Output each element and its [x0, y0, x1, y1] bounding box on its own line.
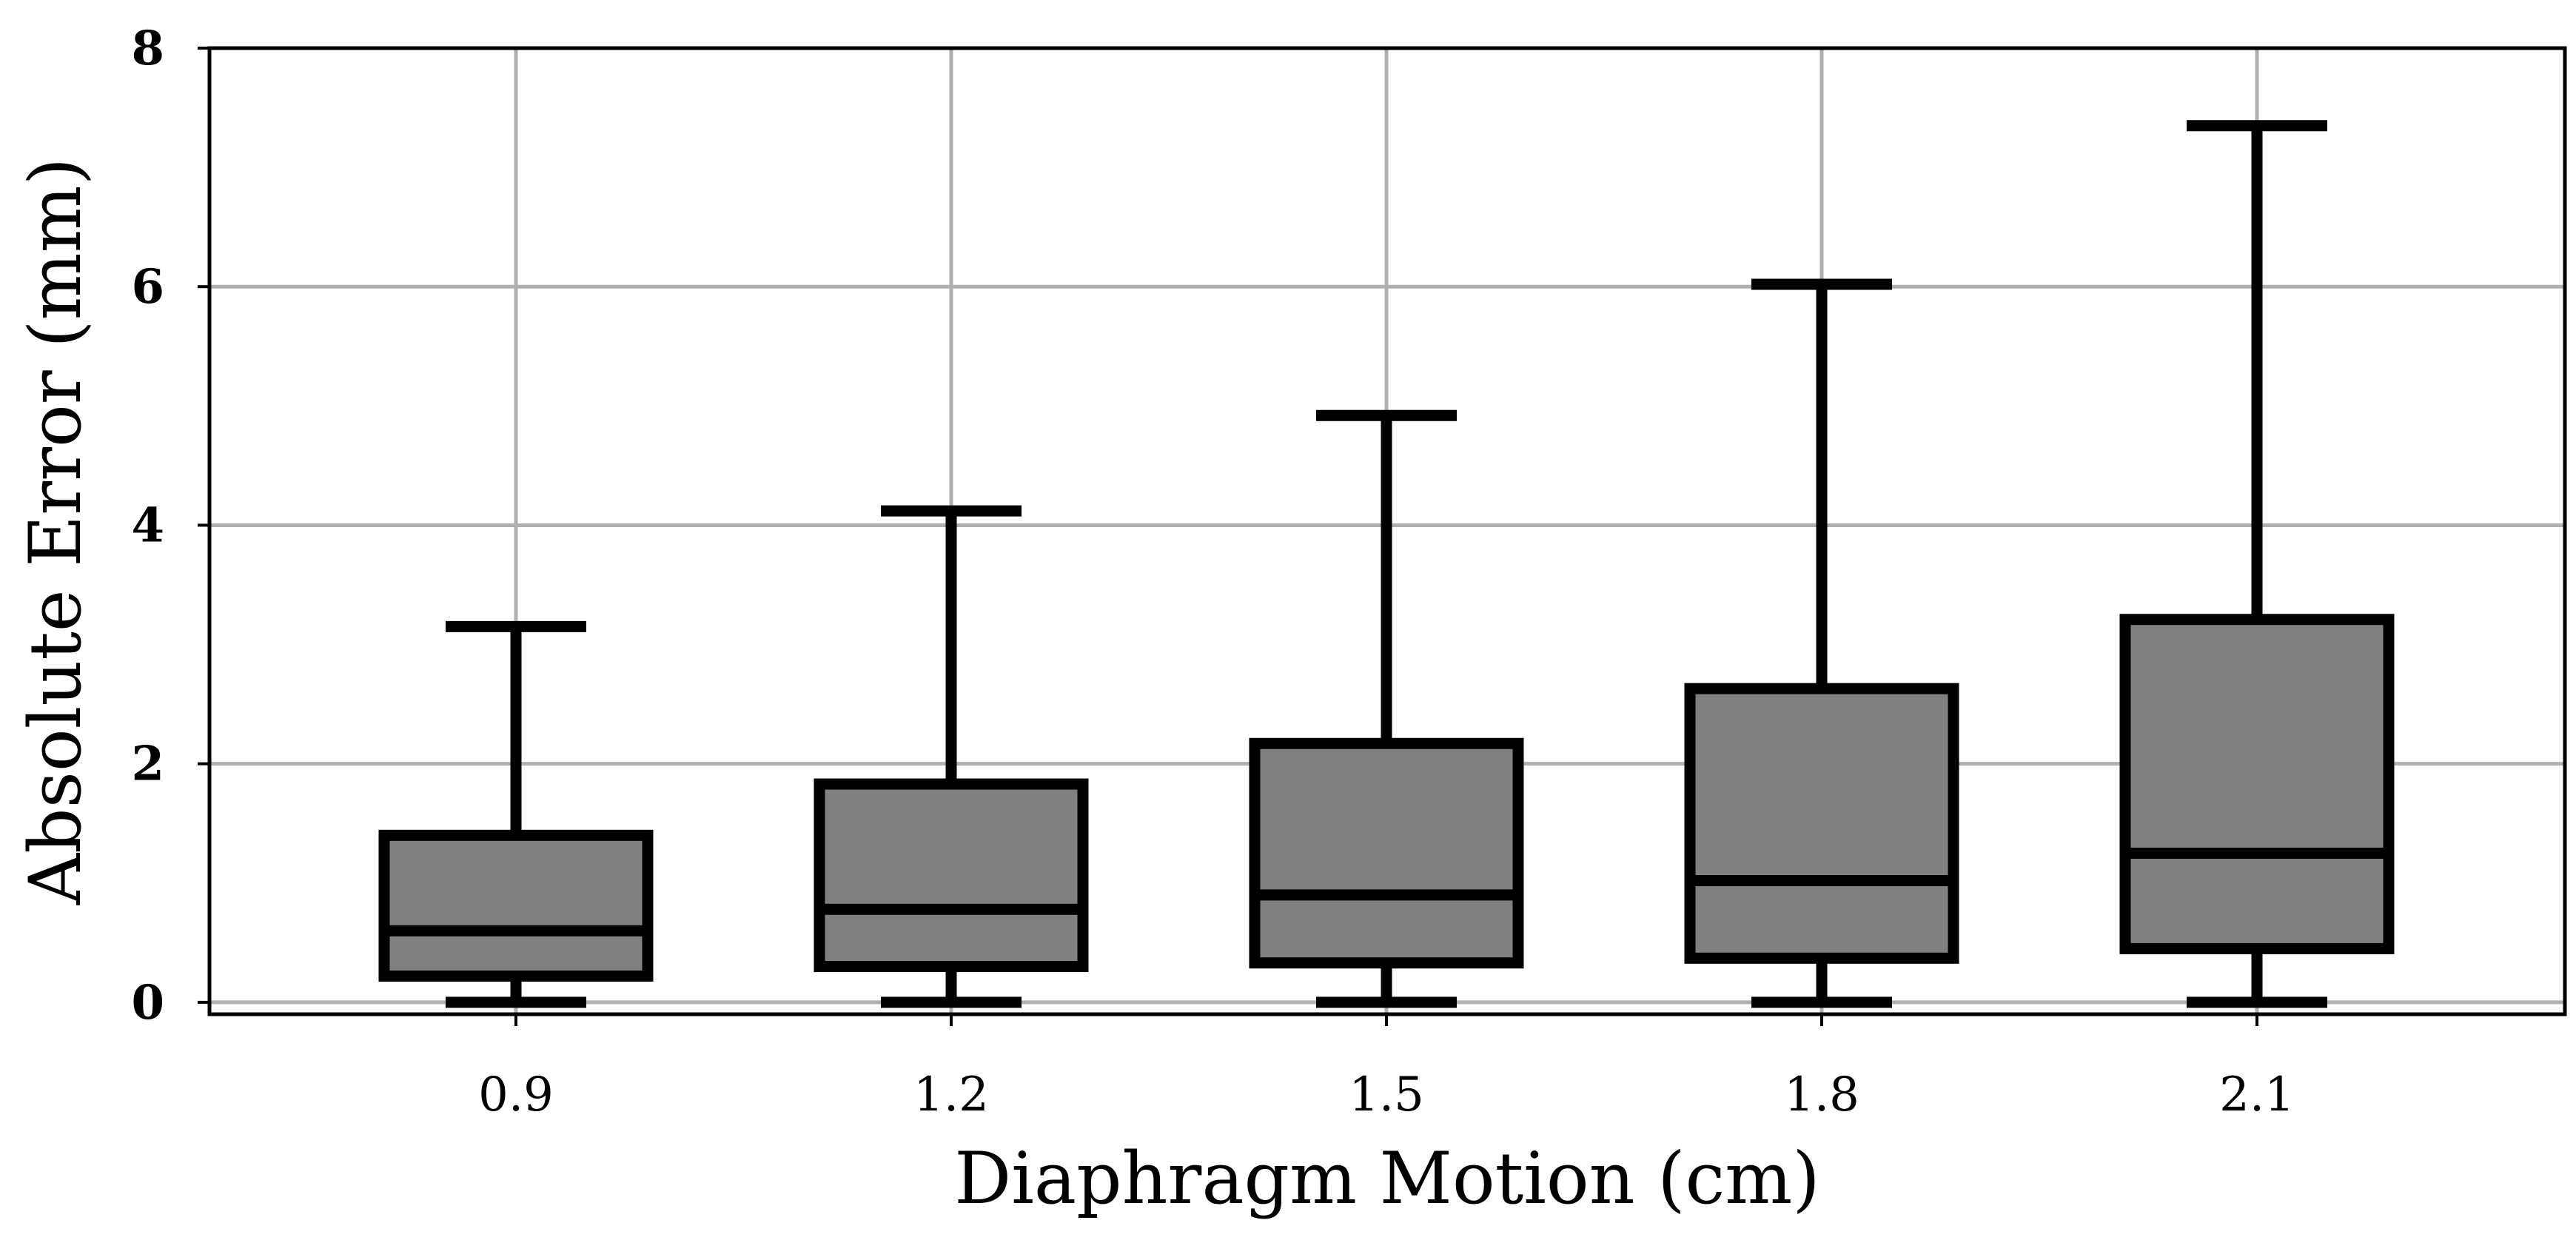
x-axis-ticks: 0.9 1.2 1.5 1.8 2.1	[478, 1014, 2295, 1122]
interquartile-box	[1684, 683, 1959, 964]
box-group	[1249, 409, 1524, 1008]
y-tick-label: 0	[131, 975, 164, 1031]
y-axis-ticks: 0 2 4 6 8	[131, 21, 209, 1031]
y-tick-label: 6	[131, 259, 164, 315]
box-series	[378, 120, 2395, 1008]
interquartile-box	[1249, 737, 1524, 969]
interquartile-box	[378, 829, 654, 982]
y-tick-label: 8	[131, 21, 164, 76]
y-tick-label: 2	[131, 737, 164, 792]
x-tick-label: 1.8	[1784, 1068, 1859, 1122]
y-axis-title: Absolute Error (mm)	[14, 158, 97, 905]
box-group	[378, 620, 654, 1008]
y-tick-label: 4	[131, 497, 164, 553]
x-tick-label: 2.1	[2219, 1068, 2295, 1122]
box-group	[814, 505, 1089, 1008]
box-group	[2119, 120, 2395, 1008]
x-tick-label: 1.5	[1349, 1068, 1424, 1122]
x-axis-title: Diaphragm Motion (cm)	[954, 1137, 1820, 1220]
x-tick-label: 1.2	[913, 1068, 989, 1122]
interquartile-box	[814, 778, 1089, 973]
box-group	[1684, 278, 1959, 1008]
interquartile-box	[2119, 614, 2395, 954]
x-tick-label: 0.9	[478, 1068, 554, 1122]
